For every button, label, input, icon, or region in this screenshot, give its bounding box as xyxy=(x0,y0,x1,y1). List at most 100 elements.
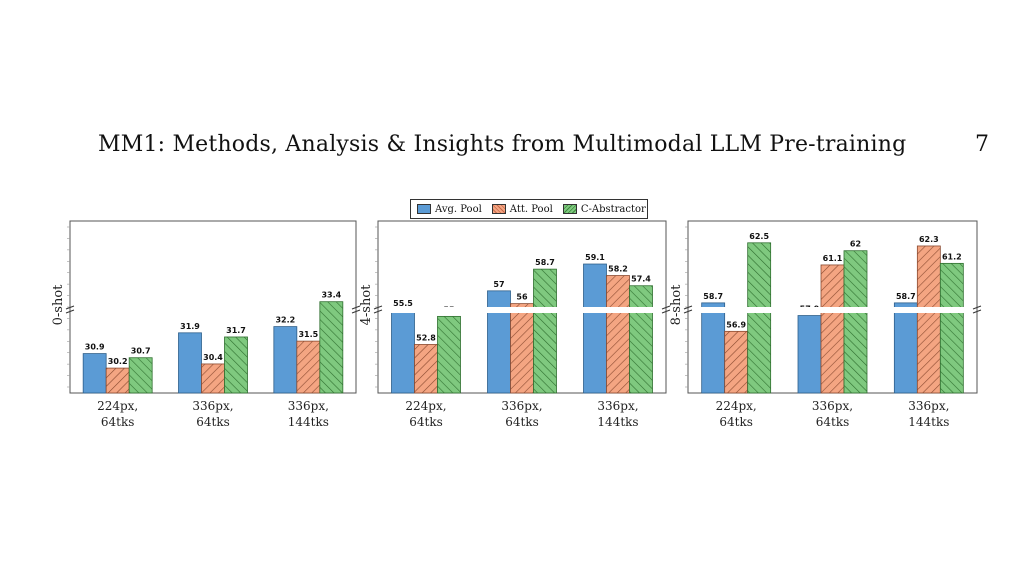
bar-value-label: 31.5 xyxy=(298,330,318,339)
page-title: MM1: Methods, Analysis & Insights from M… xyxy=(98,132,907,157)
x-tick-label: 64tks xyxy=(101,415,135,429)
axis-break-mark xyxy=(373,305,383,310)
legend-item-avg-pool: Avg. Pool xyxy=(417,204,482,215)
bar-value-label: 52.8 xyxy=(416,333,436,342)
bar xyxy=(128,357,153,394)
bar-value-label: 58.7 xyxy=(703,292,723,301)
bar xyxy=(201,363,225,394)
axis-break-band xyxy=(379,307,665,313)
axis-break-mark xyxy=(972,309,982,314)
bar-value-label: 61.2 xyxy=(942,252,962,261)
bar-value-label: 32.2 xyxy=(275,316,295,325)
x-tick-label: 64tks xyxy=(196,415,230,429)
legend-swatch-avg-pool xyxy=(417,204,431,214)
chart-panel-4-shot: 55.552.855224px,64tks575658.7336px,64tks… xyxy=(359,220,671,429)
bar-value-label: 62.5 xyxy=(749,232,769,241)
x-tick-label: 64tks xyxy=(719,415,753,429)
bar xyxy=(701,302,726,394)
page-header: MM1: Methods, Analysis & Insights from M… xyxy=(0,132,1024,166)
axis-break-mark xyxy=(65,305,75,310)
x-tick-label: 336px, xyxy=(908,399,949,413)
legend-item-att-pool: Att. Pool xyxy=(491,203,553,215)
axis-break-mark xyxy=(683,305,693,310)
bar xyxy=(533,268,557,394)
bar xyxy=(916,245,941,394)
legend-label: C-Abstractor xyxy=(580,203,646,215)
chart-legend: Avg. Pool Att. Pool C-Abstractor xyxy=(410,199,648,219)
axis-break-mark xyxy=(661,305,671,310)
x-tick-label: 336px, xyxy=(597,399,638,413)
x-tick-label: 336px, xyxy=(812,399,853,413)
bar xyxy=(178,332,202,394)
bar-value-label: 56 xyxy=(516,293,528,302)
bar xyxy=(437,315,461,394)
x-tick-label: 144tks xyxy=(908,415,949,429)
bar-value-label: 30.4 xyxy=(203,353,223,362)
x-tick-label: 336px, xyxy=(288,399,329,413)
bar xyxy=(820,264,845,394)
bar xyxy=(797,315,822,394)
legend-item-c-abstractor: C-Abstractor xyxy=(562,203,646,215)
axis-break-mark xyxy=(373,309,383,314)
bar xyxy=(724,330,749,394)
x-tick-label: 224px, xyxy=(97,399,138,413)
bar-value-label: 31.9 xyxy=(180,322,200,331)
legend-swatch-c-abstractor xyxy=(562,204,577,214)
bar xyxy=(939,262,964,394)
y-axis-label: 8-shot xyxy=(669,284,684,326)
bar xyxy=(583,263,607,394)
bar-value-label: 30.2 xyxy=(108,357,128,366)
y-axis-label: 4-shot xyxy=(359,284,374,326)
legend-label: Avg. Pool xyxy=(435,203,482,215)
axis-break-mark xyxy=(972,305,982,310)
bar xyxy=(487,290,511,394)
bar xyxy=(273,326,298,394)
bar xyxy=(82,353,107,394)
legend-swatch-att-pool xyxy=(491,204,506,214)
legend-label: Att. Pool xyxy=(509,203,553,215)
bar xyxy=(747,242,772,394)
axis-break-mark xyxy=(65,309,75,314)
axis-break-mark xyxy=(661,309,671,314)
chart-panel-0-shot: 30.930.230.7 224px, 64tks 31.9 30.4 31.7 336px… xyxy=(51,220,361,429)
bar xyxy=(606,275,630,394)
bar xyxy=(510,303,534,394)
bar-value-label: 30.7 xyxy=(131,347,151,356)
bar-value-label: 59.1 xyxy=(585,253,605,262)
bar xyxy=(319,301,344,394)
bar-value-label: 57 xyxy=(493,280,504,289)
bar-value-label: 62 xyxy=(850,240,861,249)
bar-value-label: 57.4 xyxy=(631,275,651,284)
bar xyxy=(391,309,415,394)
bar xyxy=(414,344,438,394)
bar-value-label: 61.1 xyxy=(823,254,843,263)
bar-value-label: 30.9 xyxy=(85,343,105,352)
x-tick-label: 336px, xyxy=(501,399,542,413)
bar-value-label: 62.3 xyxy=(919,235,939,244)
bar-value-label: 58.7 xyxy=(896,292,916,301)
bar xyxy=(843,250,868,394)
bar-value-label: 31.7 xyxy=(226,326,246,335)
x-tick-label: 144tks xyxy=(597,415,638,429)
bar xyxy=(296,340,321,394)
page-number: 7 xyxy=(975,132,989,157)
bar xyxy=(893,302,918,394)
axis-break-mark xyxy=(351,305,361,310)
bar-value-label: 58.7 xyxy=(535,258,555,267)
axis-break-band xyxy=(689,307,976,313)
x-tick-label: 64tks xyxy=(505,415,539,429)
x-tick-label: 64tks xyxy=(816,415,850,429)
axis-break-mark xyxy=(351,309,361,314)
bar xyxy=(629,285,653,394)
x-tick-label: 224px, xyxy=(405,399,446,413)
x-tick-label: 144tks xyxy=(288,415,329,429)
axis-break-mark xyxy=(683,309,693,314)
bar-value-label: 33.4 xyxy=(321,291,341,300)
y-axis-label: 0-shot xyxy=(51,284,66,326)
bar-value-label: 56.9 xyxy=(726,320,746,329)
bar-value-label: 55.5 xyxy=(393,299,413,308)
chart-panel-8-shot: 58.756.962.5224px,64tks57.961.162336px,6… xyxy=(669,220,982,429)
bar-value-label: 58.2 xyxy=(608,265,628,274)
bar xyxy=(105,367,130,394)
